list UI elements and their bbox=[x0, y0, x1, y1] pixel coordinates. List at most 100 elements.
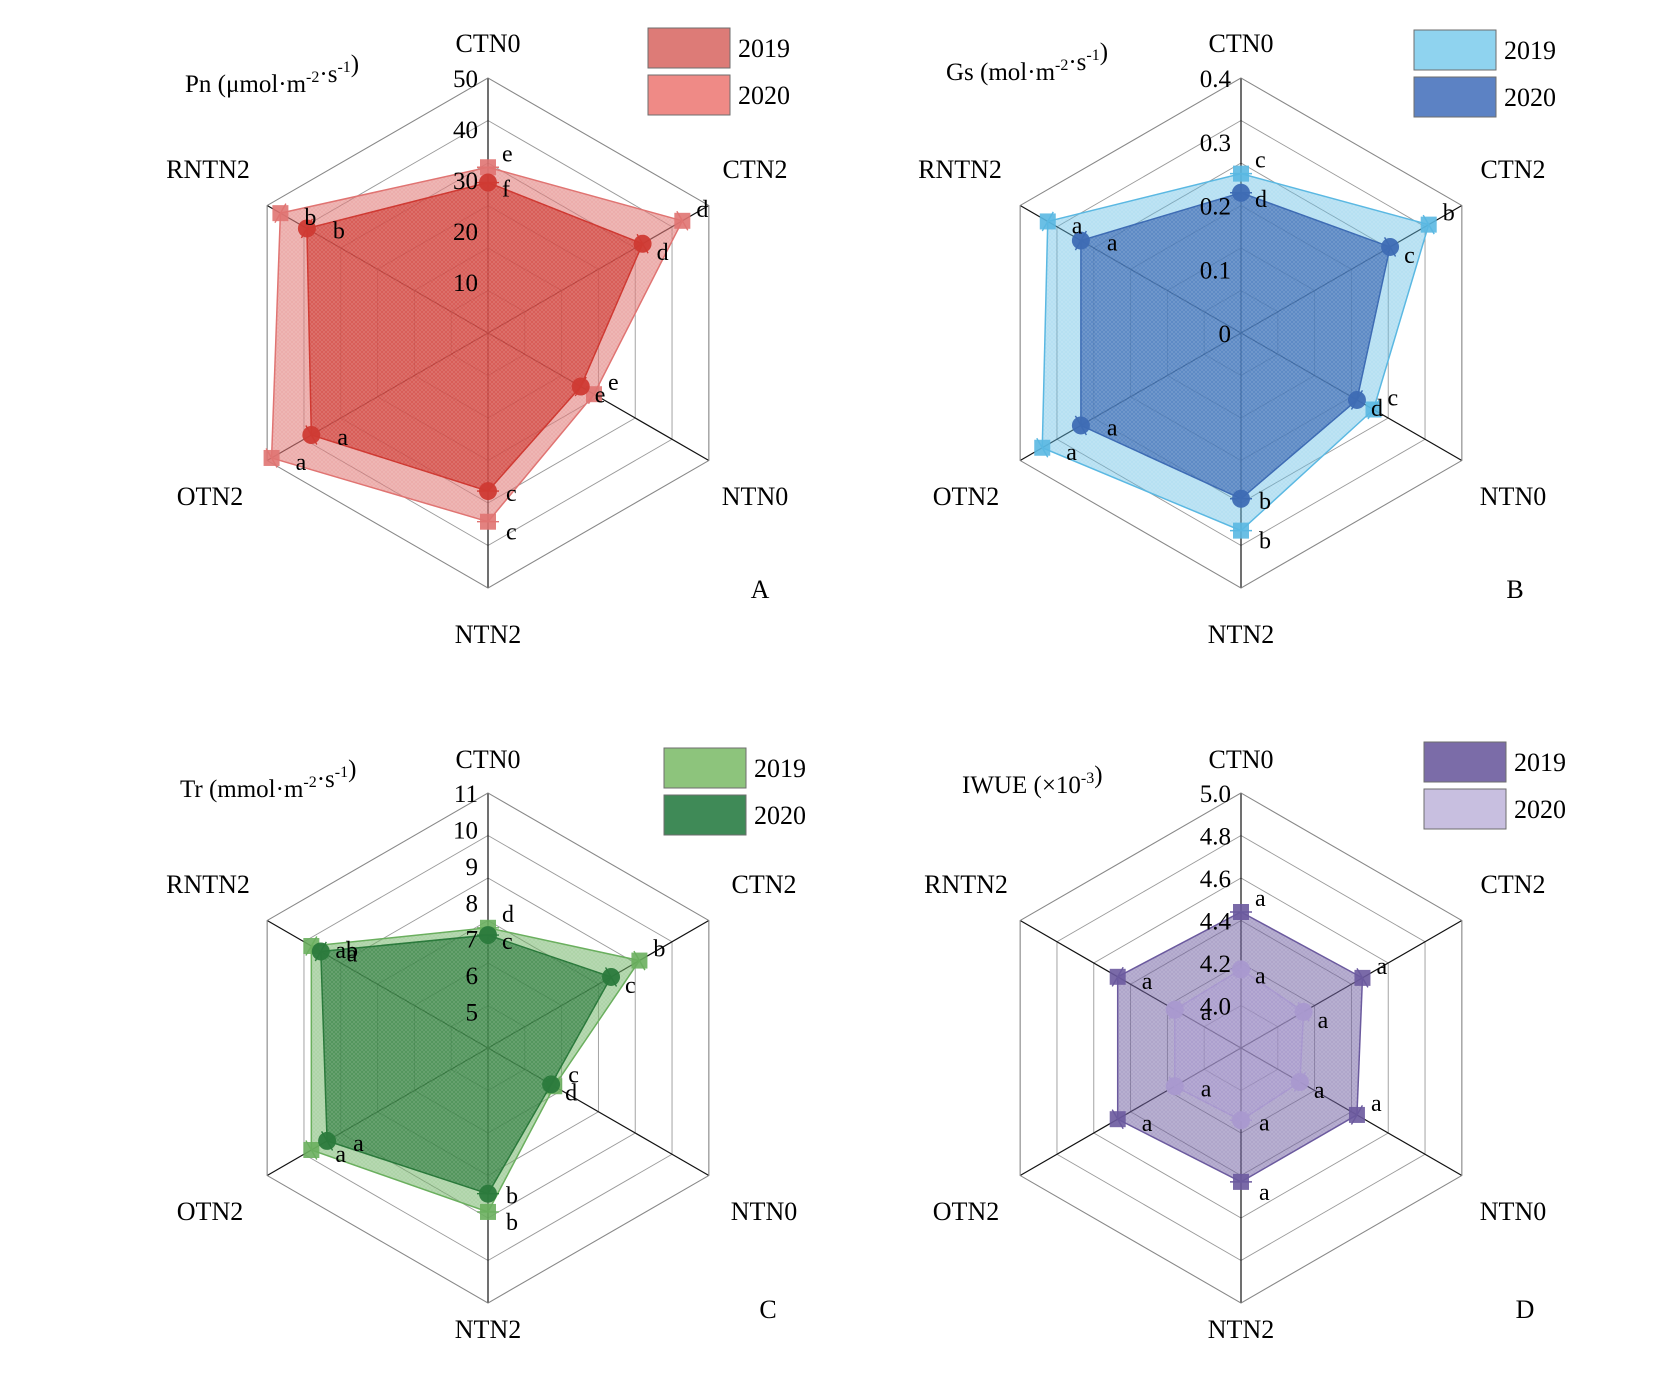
significance-label: f bbox=[502, 177, 510, 203]
error-cap bbox=[1383, 237, 1397, 257]
significance-label: b bbox=[653, 937, 665, 963]
significance-label: d bbox=[565, 1080, 577, 1106]
panel-letter: A bbox=[751, 575, 770, 604]
significance-label: e bbox=[502, 141, 513, 167]
legend-swatch-2020 bbox=[663, 794, 747, 836]
tick-label: 10 bbox=[453, 270, 478, 297]
tick-label: 0.1 bbox=[1200, 257, 1231, 284]
significance-label: a bbox=[335, 1142, 346, 1168]
radar-panel-b: cbcbaadcdbaa00.10.20.30.4CTN0CTN2NTN0NTN… bbox=[918, 29, 1556, 649]
error-cap bbox=[544, 1074, 558, 1095]
legend-label-2019: 2019 bbox=[738, 34, 790, 63]
category-label-OTN2: OTN2 bbox=[177, 482, 243, 511]
tick-label: 6 bbox=[466, 963, 479, 990]
error-cap bbox=[300, 218, 314, 239]
error-cap bbox=[636, 233, 649, 254]
error-cap bbox=[1111, 1109, 1124, 1130]
significance-label: a bbox=[1376, 954, 1387, 980]
axis-unit-label: Pn (μmol·m-2·s-1) bbox=[185, 51, 359, 98]
significance-label: a bbox=[296, 450, 307, 476]
tick-label: 9 bbox=[466, 854, 479, 881]
error-cap bbox=[1036, 437, 1049, 458]
significance-label: b bbox=[506, 1210, 518, 1236]
error-cap bbox=[633, 950, 646, 971]
significance-label: a bbox=[1072, 213, 1083, 239]
category-label-RNTN2: RNTN2 bbox=[924, 870, 1008, 899]
series-2020 bbox=[297, 173, 652, 501]
legend-swatch-2020 bbox=[1413, 76, 1497, 118]
significance-label: c bbox=[1388, 386, 1399, 412]
tick-label: 5 bbox=[466, 1000, 479, 1027]
category-label-RNTN2: RNTN2 bbox=[166, 870, 250, 899]
significance-label: b bbox=[506, 1184, 518, 1210]
legend-label-2019: 2019 bbox=[1504, 36, 1556, 65]
significance-label: b bbox=[1259, 529, 1271, 555]
category-label-CTN0: CTN0 bbox=[1209, 29, 1274, 58]
panel-letter: D bbox=[1516, 1295, 1535, 1324]
error-cap bbox=[265, 448, 278, 468]
category-label-RNTN2: RNTN2 bbox=[166, 155, 250, 184]
error-cap bbox=[1111, 966, 1124, 987]
significance-label: a bbox=[1107, 231, 1118, 257]
significance-label: a bbox=[1255, 963, 1266, 989]
significance-label: b bbox=[333, 218, 345, 244]
category-label-OTN2: OTN2 bbox=[177, 1197, 243, 1226]
series-2020 bbox=[1165, 960, 1313, 1130]
error-cap bbox=[1074, 415, 1087, 436]
significance-label: c bbox=[1255, 148, 1266, 174]
error-cap bbox=[314, 941, 327, 962]
significance-label: e bbox=[595, 383, 606, 409]
significance-label: c bbox=[506, 481, 517, 507]
tick-label: 4.4 bbox=[1200, 909, 1232, 936]
error-cap bbox=[1041, 211, 1054, 232]
significance-label: a bbox=[1318, 1008, 1329, 1034]
tick-label: 4.8 bbox=[1200, 824, 1231, 851]
significance-label: ab bbox=[335, 938, 358, 964]
significance-label: a bbox=[1255, 886, 1266, 912]
tick-label: 11 bbox=[454, 781, 478, 808]
error-cap bbox=[1422, 214, 1435, 235]
error-cap bbox=[1168, 999, 1181, 1020]
tick-label: 30 bbox=[453, 168, 478, 195]
significance-label: a bbox=[1259, 1110, 1270, 1136]
legend-label-2020: 2020 bbox=[738, 81, 790, 110]
category-label-CTN2: CTN2 bbox=[1481, 155, 1546, 184]
error-cap bbox=[274, 203, 287, 224]
significance-label: a bbox=[1259, 1180, 1270, 1206]
category-label-CTN0: CTN0 bbox=[456, 29, 521, 58]
category-label-NTN2: NTN2 bbox=[1208, 620, 1274, 649]
category-label-NTN2: NTN2 bbox=[455, 620, 521, 649]
tick-label: 0.3 bbox=[1200, 130, 1231, 157]
tick-label: 40 bbox=[453, 117, 478, 144]
category-label-NTN0: NTN0 bbox=[1480, 1197, 1546, 1226]
legend-label-2020: 2020 bbox=[754, 801, 806, 830]
axis-unit-label: Tr (mmol·m-2·s-1) bbox=[180, 756, 356, 803]
error-cap bbox=[604, 967, 618, 987]
category-label-OTN2: OTN2 bbox=[933, 482, 999, 511]
outer-ring bbox=[266, 792, 710, 1304]
error-cap bbox=[1367, 399, 1380, 420]
legend-swatch-2019 bbox=[663, 747, 747, 789]
legend-label-2019: 2019 bbox=[1514, 748, 1566, 777]
tick-label: 50 bbox=[453, 66, 478, 93]
significance-label: d bbox=[1255, 187, 1267, 213]
legend-swatch-2020 bbox=[647, 74, 731, 116]
significance-label: c bbox=[625, 973, 636, 999]
category-label-NTN0: NTN0 bbox=[1480, 482, 1546, 511]
significance-label: c bbox=[502, 929, 513, 955]
legend-label-2020: 2020 bbox=[1514, 795, 1566, 824]
legend-label-2019: 2019 bbox=[754, 754, 806, 783]
tick-label: 4.2 bbox=[1200, 951, 1231, 978]
significance-label: a bbox=[337, 425, 348, 451]
tick-label: 0 bbox=[1219, 321, 1232, 348]
significance-label: d bbox=[502, 902, 514, 928]
significance-label: d bbox=[657, 240, 669, 266]
significance-label: e bbox=[608, 370, 619, 396]
error-cap bbox=[305, 425, 318, 445]
error-cap bbox=[676, 210, 689, 231]
category-label-NTN2: NTN2 bbox=[1208, 1315, 1274, 1344]
significance-label: a bbox=[1066, 440, 1077, 466]
significance-label: a bbox=[353, 1131, 364, 1157]
category-label-NTN0: NTN0 bbox=[722, 482, 788, 511]
